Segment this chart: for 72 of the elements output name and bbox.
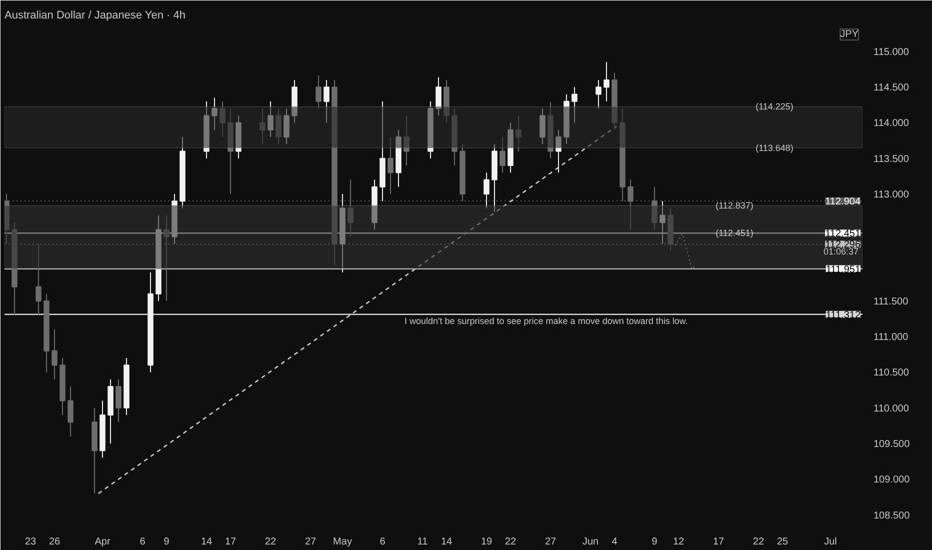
x-tick-label: Jun xyxy=(582,536,599,548)
candlestick xyxy=(212,97,218,130)
candlestick xyxy=(324,79,330,124)
x-tick-label: 19 xyxy=(480,536,492,548)
y-tick-label: 113.500 xyxy=(874,154,910,165)
x-tick-label: May xyxy=(333,536,352,548)
x-tick-label: Jul xyxy=(824,536,837,548)
y-tick-label: 109.500 xyxy=(874,439,910,450)
candlestick xyxy=(268,100,274,138)
candlestick xyxy=(572,86,578,124)
ref-line-label: 112.904 xyxy=(825,196,861,208)
x-tick-label: 6 xyxy=(380,536,386,548)
x-tick-label: Apr xyxy=(94,536,111,548)
candlestick xyxy=(116,378,122,423)
y-tick-label: 114.000 xyxy=(874,118,910,130)
x-tick-label: 22 xyxy=(752,536,764,548)
annotation: JPY xyxy=(840,28,859,40)
candlestick xyxy=(276,108,282,145)
annotation: (112.837) xyxy=(716,200,754,211)
y-tick-label: 110.000 xyxy=(874,403,910,414)
x-tick-label: 22 xyxy=(504,536,516,548)
candlestick xyxy=(516,115,522,152)
y-tick-label: 113.000 xyxy=(874,190,910,201)
y-tick-label: 109.000 xyxy=(874,474,910,486)
annotation: (114.225) xyxy=(756,102,794,112)
candlestick xyxy=(284,108,290,145)
x-tick-label: 4 xyxy=(612,536,618,548)
x-tick-label: 26 xyxy=(48,536,60,548)
y-tick-label: 110.500 xyxy=(874,368,910,379)
candlestick xyxy=(556,129,562,174)
x-tick-label: 12 xyxy=(672,536,684,548)
annotation: (113.648) xyxy=(756,142,794,153)
candlestick xyxy=(540,108,546,145)
annotation: I wouldn't be surprised to see price make a move down toward this low. xyxy=(404,316,688,326)
chart-title: Australian Dollar / Japanese Yen · 4h xyxy=(4,10,186,22)
candlestick xyxy=(404,115,410,166)
y-tick-label: 111.000 xyxy=(874,332,909,344)
candlestick xyxy=(660,200,666,244)
x-tick-label: 17 xyxy=(224,536,236,548)
candlestick xyxy=(652,186,658,230)
candlestick xyxy=(604,62,610,102)
candlestick xyxy=(316,75,322,109)
x-tick-label: 25 xyxy=(776,536,788,548)
x-tick-label: 17 xyxy=(712,536,724,548)
y-tick-label: 111.500 xyxy=(874,296,909,308)
x-tick-label: 27 xyxy=(544,536,556,548)
y-tick-label: 115.000 xyxy=(874,46,910,58)
x-tick-label: 11 xyxy=(417,536,428,548)
candlestick xyxy=(260,108,266,145)
candlestick xyxy=(220,100,226,138)
candlestick xyxy=(436,76,442,116)
candlestick xyxy=(596,79,602,109)
candlestick xyxy=(164,214,170,302)
x-tick-label: 23 xyxy=(24,536,36,548)
y-tick-label: 108.500 xyxy=(874,510,910,522)
candlestick xyxy=(348,179,354,238)
candlestick xyxy=(500,136,506,174)
x-tick-label: 14 xyxy=(200,536,212,548)
ref-line-label: 111.951 xyxy=(826,264,861,276)
x-tick-label: 9 xyxy=(652,536,658,548)
candlestick xyxy=(484,172,490,209)
x-tick-label: 14 xyxy=(440,536,452,548)
x-tick-label: 6 xyxy=(140,536,146,548)
candlestick xyxy=(68,386,74,437)
x-tick-label: 22 xyxy=(264,536,276,548)
y-tick-label: 114.500 xyxy=(874,82,910,94)
candlestick xyxy=(36,243,42,316)
candlestick xyxy=(628,179,634,230)
candlestick xyxy=(52,328,58,380)
candlestick xyxy=(388,136,394,195)
x-tick-label: 9 xyxy=(164,536,170,548)
x-tick-label: 27 xyxy=(304,536,316,548)
